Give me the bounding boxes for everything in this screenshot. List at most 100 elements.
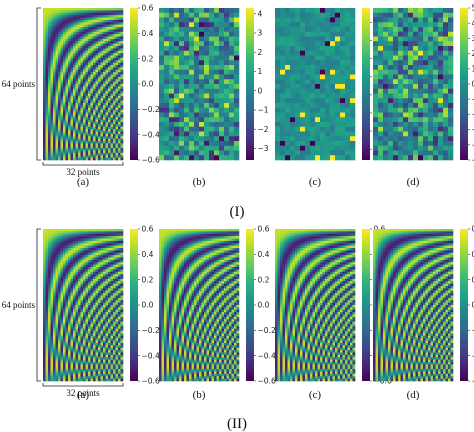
heatmap-cell <box>75 276 79 280</box>
heatmap-cell <box>335 36 341 42</box>
heatmap-cell <box>285 136 291 142</box>
heatmap-cell <box>45 340 49 344</box>
heatmap-cell <box>204 131 210 137</box>
colorbar <box>460 8 468 160</box>
heatmap-cell <box>335 155 341 161</box>
heatmap-cell <box>88 100 91 104</box>
heatmap-cell <box>300 65 306 71</box>
heatmap-cell <box>103 38 106 42</box>
heatmap-cell <box>85 250 89 254</box>
heatmap-cell <box>373 12 379 18</box>
heatmap-cell <box>53 243 56 246</box>
heatmap-cell <box>98 112 101 116</box>
heatmap-cell <box>159 36 165 42</box>
heatmap-cell <box>103 27 106 30</box>
colorbar-tick-label: 1 <box>258 67 263 76</box>
heatmap-cell <box>65 343 69 346</box>
heatmap-cell <box>60 245 64 249</box>
heatmap-cell <box>378 69 384 75</box>
heatmap-cell <box>93 340 96 344</box>
heatmap-cell <box>118 65 121 68</box>
heatmap-cell <box>90 57 94 61</box>
heatmap-cell <box>43 36 46 40</box>
heatmap-cell <box>105 110 109 113</box>
heatmap-cell <box>50 347 54 351</box>
colorbar-tick-label: −0.6 <box>142 156 160 165</box>
heatmap-cell <box>199 131 205 137</box>
heatmap-cell <box>285 41 291 47</box>
heatmap-cell <box>70 309 74 313</box>
heatmap-cell <box>93 314 96 318</box>
heatmap-cell <box>105 55 109 59</box>
heatmap-cell <box>55 148 59 151</box>
heatmap-cell <box>55 29 59 33</box>
heatmap-cell <box>330 136 336 142</box>
heatmap-cell <box>100 110 104 113</box>
heatmap-cell <box>70 53 74 56</box>
heatmap-cell <box>105 19 109 23</box>
heatmap-cell <box>98 8 101 11</box>
heatmap-cell <box>189 84 195 90</box>
bracket-vertical <box>36 7 41 161</box>
heatmap-cell <box>80 359 84 363</box>
heatmap-cell <box>120 155 124 158</box>
heatmap-cell <box>224 126 230 132</box>
heatmap-cell <box>68 340 71 344</box>
heatmap-cell <box>78 354 81 358</box>
heatmap-cell <box>315 31 321 37</box>
heatmap-cell <box>100 27 104 30</box>
heatmap-cell <box>50 302 54 306</box>
heatmap-cell <box>68 107 71 111</box>
heatmap-cell <box>75 107 79 111</box>
heatmap-cell <box>50 19 54 23</box>
heatmap-cell <box>159 55 165 61</box>
heatmap-cell <box>93 69 96 73</box>
heatmap-cell <box>53 252 56 256</box>
heatmap-cell <box>85 257 89 261</box>
heatmap-cell <box>70 119 74 123</box>
heatmap-cell <box>214 84 220 90</box>
heatmap-cell <box>330 126 336 132</box>
heatmap-cell <box>65 55 69 59</box>
heatmap-cell <box>443 79 449 85</box>
heatmap-cell <box>48 43 51 47</box>
heatmap-cell <box>45 288 49 292</box>
heatmap-cell <box>179 22 185 28</box>
heatmap-cell <box>65 369 69 372</box>
heatmap-cell <box>60 38 64 42</box>
heatmap-cell <box>78 95 81 99</box>
heatmap-cell <box>90 72 94 75</box>
heatmap-cell <box>403 46 409 52</box>
heatmap-cell <box>229 36 235 42</box>
heatmap-cell <box>169 46 175 52</box>
heatmap-cell <box>295 84 301 90</box>
heatmap-cell <box>90 145 94 149</box>
heatmap-cell <box>229 155 235 161</box>
heatmap-cell <box>320 27 326 33</box>
heatmap-cell <box>53 259 56 263</box>
heatmap-cell <box>83 91 86 94</box>
heatmap-cell <box>50 319 54 322</box>
heatmap-cell <box>388 84 394 90</box>
heatmap-cell <box>53 19 56 23</box>
heatmap-cell <box>118 76 121 80</box>
heatmap-cell <box>95 143 99 147</box>
heatmap-cell <box>423 150 429 156</box>
heatmap-cell <box>90 124 94 128</box>
heatmap-cell <box>320 84 326 90</box>
heatmap-cell <box>88 145 91 149</box>
heatmap-cell <box>63 286 66 289</box>
heatmap-cell <box>43 290 46 294</box>
heatmap-cell <box>93 231 96 235</box>
heatmap-cell <box>350 155 356 161</box>
heatmap-cell <box>320 69 326 75</box>
heatmap-cell <box>68 264 71 268</box>
heatmap-cell <box>98 38 101 42</box>
heatmap-cell <box>373 103 379 109</box>
heatmap-cell <box>65 354 69 358</box>
heatmap-cell <box>85 10 89 14</box>
heatmap-cell <box>100 152 104 156</box>
heatmap-cell <box>285 46 291 52</box>
heatmap-cell <box>315 69 321 75</box>
heatmap-cell <box>295 126 301 132</box>
